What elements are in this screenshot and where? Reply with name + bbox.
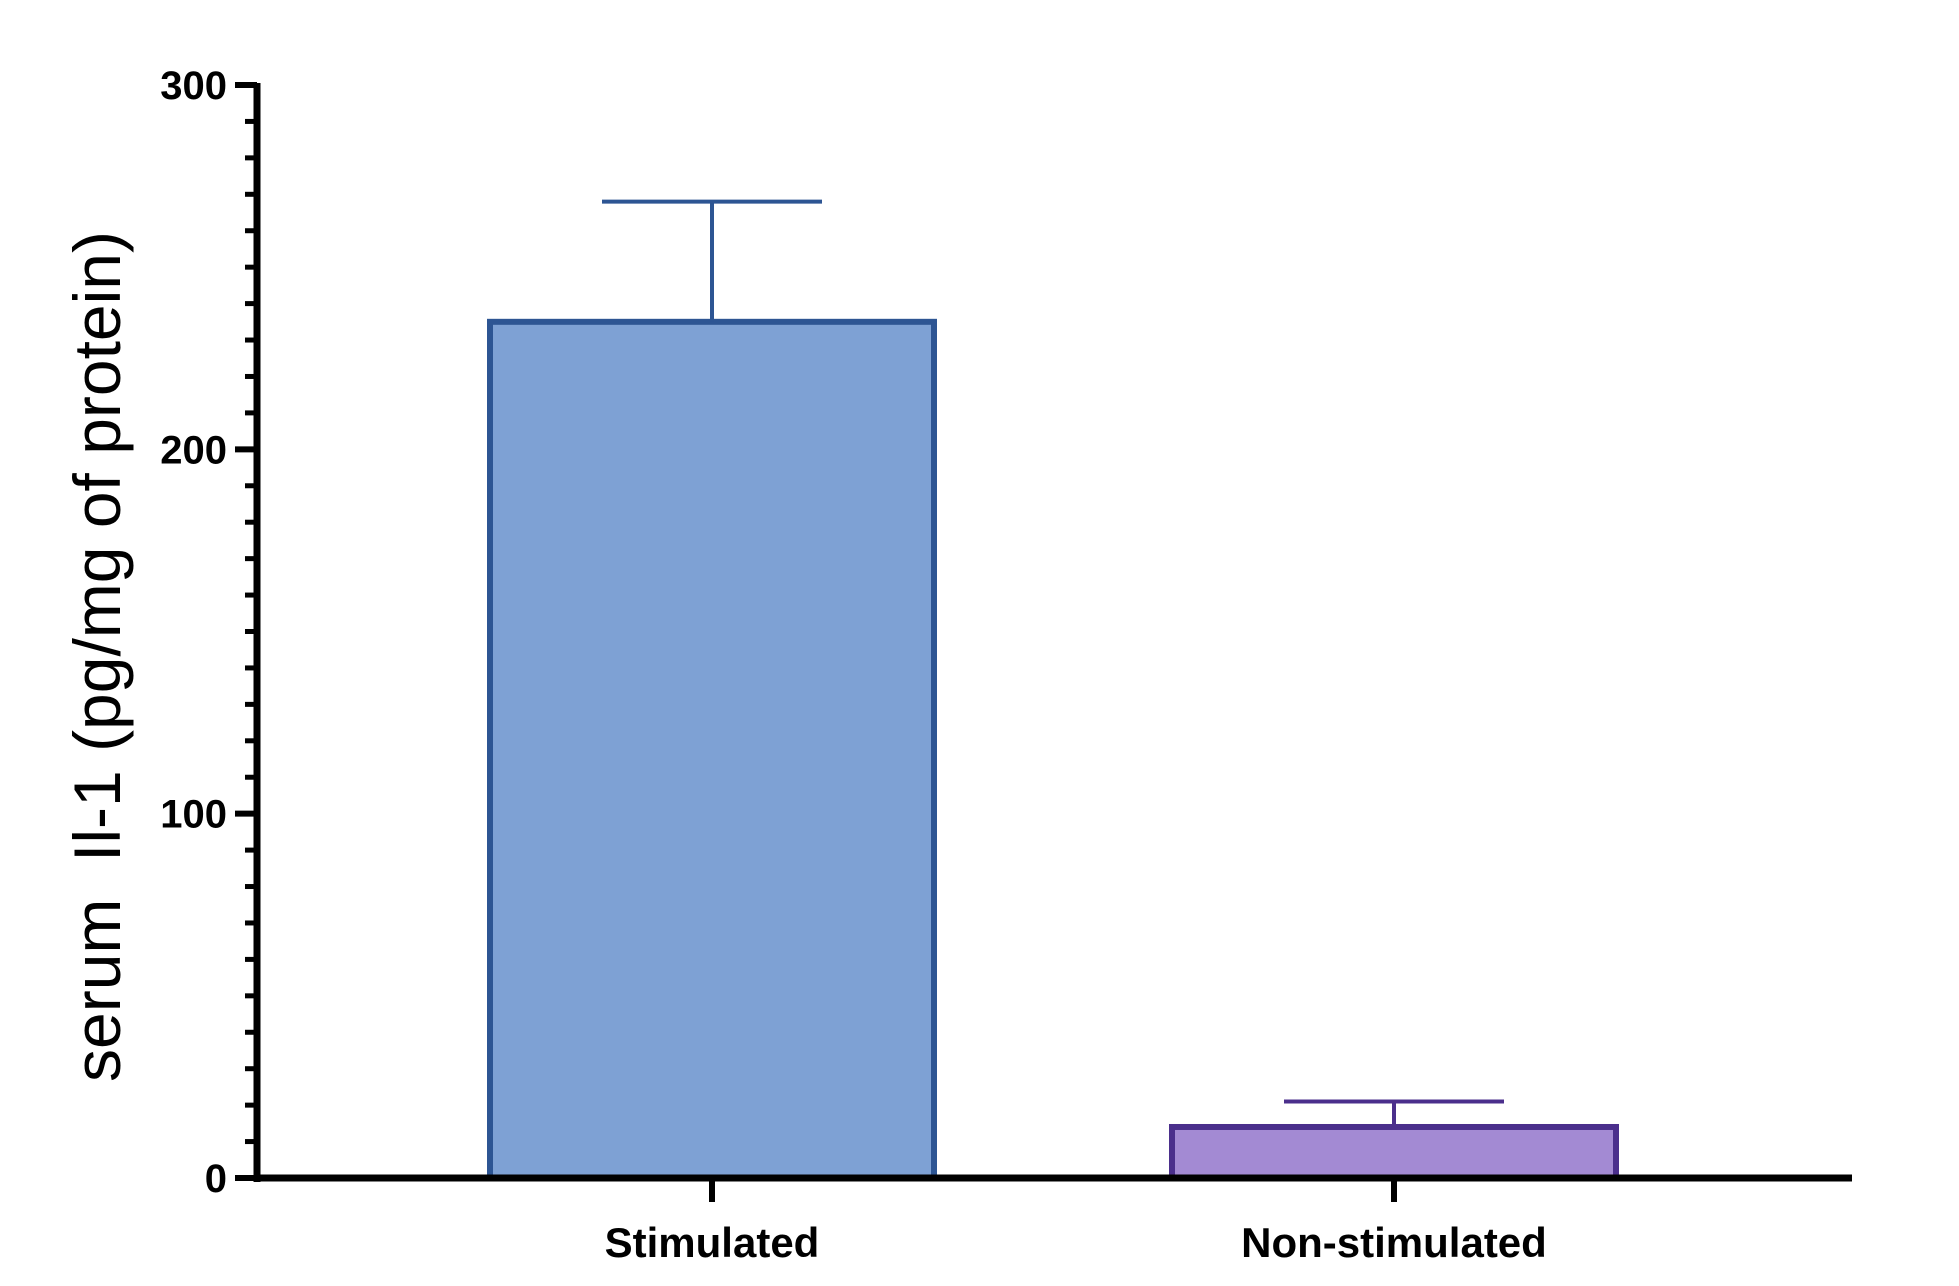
- y-tick-label: 0: [205, 1157, 227, 1201]
- x-axis: Stimulated Non-stimulated: [254, 1174, 1852, 1266]
- y-axis-title: serum Il-1 (pg/mg of protein): [60, 231, 134, 1082]
- y-tick-label: 200: [160, 428, 227, 472]
- y-tick-label: 300: [160, 64, 227, 108]
- bars-layer: [487, 318, 1619, 1182]
- y-tick-label: 100: [160, 793, 227, 837]
- error-bars-layer: [602, 199, 1504, 1127]
- x-tick-label: Stimulated: [605, 1219, 820, 1266]
- bar-stimulated: [487, 318, 937, 1182]
- bar-non-stimulated: [1169, 1123, 1619, 1181]
- y-axis: 0 100 200 300: [160, 64, 261, 1201]
- x-tick-label: Non-stimulated: [1241, 1219, 1547, 1266]
